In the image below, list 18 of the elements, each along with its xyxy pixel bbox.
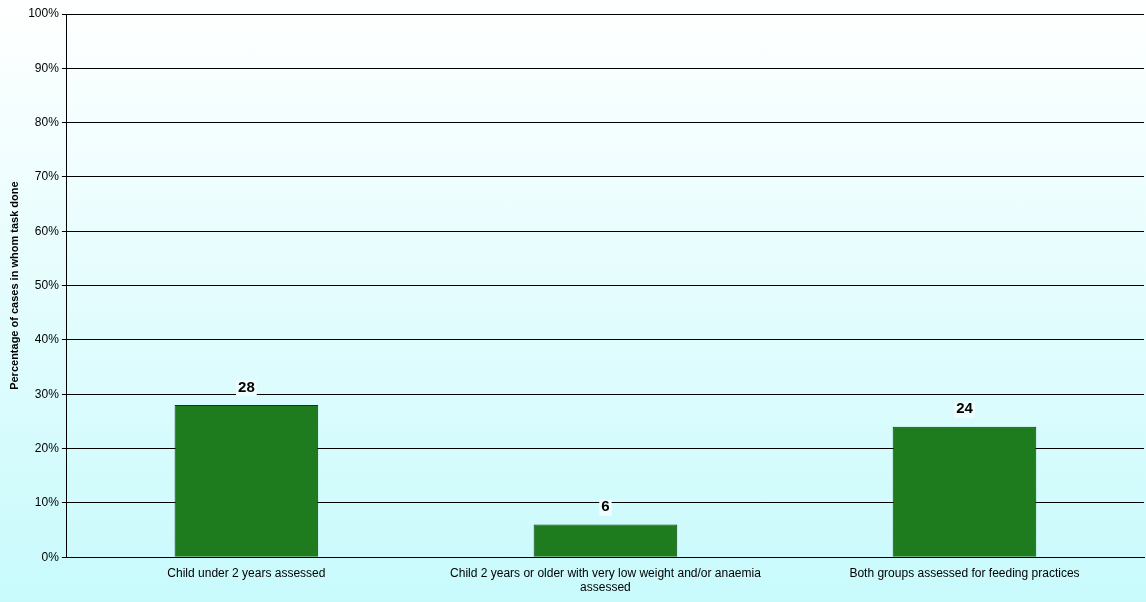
y-tick-label: 10% bbox=[34, 495, 60, 510]
x-tick-label: Both groups assessed for feeding practices bbox=[849, 565, 1080, 580]
x-tick-label: Child 2 years or older with very low weight and/or anaemia assessed bbox=[450, 565, 762, 595]
x-tick-label: Child under 2 years assessed bbox=[167, 565, 326, 580]
y-tick-label: 100% bbox=[28, 6, 60, 21]
data-label: 24 bbox=[956, 399, 974, 417]
data-label: 28 bbox=[238, 377, 255, 395]
y-tick-label: 0% bbox=[41, 549, 60, 564]
y-tick-label: 40% bbox=[34, 332, 60, 347]
y-tick-label: 70% bbox=[34, 169, 60, 184]
y-tick-label: 80% bbox=[34, 114, 60, 129]
y-tick-label: 60% bbox=[34, 223, 60, 238]
data-label: 6 bbox=[601, 497, 610, 515]
y-tick-label: 50% bbox=[34, 277, 60, 292]
y-axis-title: Percentage of cases in whom task done bbox=[7, 181, 20, 390]
y-tick-label: 30% bbox=[34, 386, 60, 401]
y-tick-label: 20% bbox=[34, 440, 60, 455]
y-tick-label: 90% bbox=[34, 60, 60, 75]
